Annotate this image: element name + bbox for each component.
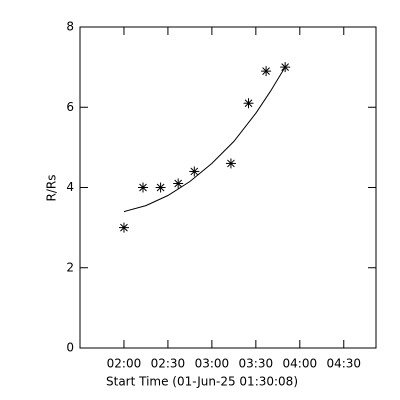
x-tick-label: 02:30 [151,357,186,371]
asterisk-stroke [139,183,147,192]
asterisk-stroke [190,167,199,176]
x-tick-label: 04:00 [283,357,318,371]
fit-curve [123,66,286,213]
asterisk-stroke [244,99,253,108]
asterisk-stroke [156,183,165,192]
asterisk-stroke [281,63,290,71]
asterisk-stroke [120,223,128,232]
y-axis-label: R/Rs [45,175,59,202]
data-point [243,98,254,109]
y-tick-label: 2 [66,260,74,274]
data-point [280,62,291,73]
x-tick-label: 02:00 [107,357,142,371]
data-point [189,166,200,177]
asterisk-stroke [262,67,270,75]
x-tick-label: 04:30 [326,357,361,371]
y-tick-label: 8 [66,20,74,34]
asterisk-stroke [174,179,183,188]
y-tick-label: 4 [66,180,74,194]
y-tick-label: 6 [66,100,74,114]
data-point [155,182,166,193]
data-point [261,66,272,77]
data-point [173,178,184,189]
x-tick-label: 03:30 [239,357,274,371]
plot-frame [79,26,377,349]
y-tick-label: 0 [66,341,74,355]
data-point [225,158,236,169]
data-point [118,222,129,233]
asterisk-stroke [227,159,235,168]
x-axis-label: Start Time (01-Jun-25 01:30:08) [106,375,298,389]
x-tick-label: 03:00 [195,357,230,371]
data-point [138,182,149,193]
